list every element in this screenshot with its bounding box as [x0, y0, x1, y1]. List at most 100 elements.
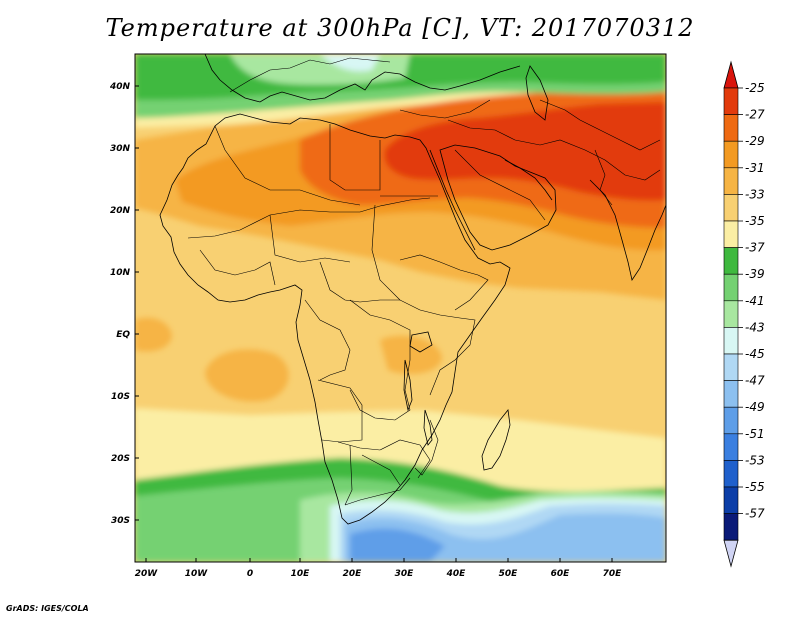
colorbar-label: -47: [745, 374, 765, 388]
lon-label: 50E: [499, 569, 519, 579]
colorbar-label: -37: [745, 241, 765, 255]
colorbar-segment: [723, 353, 739, 381]
lake-victoria: [409, 331, 433, 353]
colorbar-label: -27: [745, 108, 765, 122]
border-libya-egypt: [329, 124, 381, 191]
colorbar-segment: [723, 513, 739, 541]
colorbar-label: -31: [745, 161, 765, 175]
border-sahel: [187, 197, 431, 239]
colorbar-segment: [723, 300, 739, 328]
colorbar-bottom-arrow: [723, 539, 739, 568]
lon-label: 20W: [135, 569, 159, 579]
border-east-africa: [419, 309, 476, 396]
persian-gulf: [504, 159, 553, 201]
colorbar-segment: [723, 380, 739, 408]
colorbar-label: -57: [745, 507, 765, 521]
colorbar-segment: [723, 114, 739, 142]
red-sea: [429, 149, 476, 251]
arabia-coastline: [439, 144, 557, 251]
colorbar-segment: [723, 87, 739, 115]
border-namibia-botswana: [344, 444, 401, 506]
colorbar-label: -51: [745, 427, 765, 441]
colorbar-segment: [723, 406, 739, 435]
lon-label: 30E: [395, 569, 415, 579]
border-ethiopia: [399, 254, 489, 311]
border-drc: [349, 299, 411, 421]
colorbar: -25 -27 -29 -31 -33 -35 -37 -39 -41 -43 -45 -47 -49 -…: [723, 60, 765, 568]
lon-label: 10E: [291, 569, 311, 579]
band-31-blob-a: [205, 349, 289, 402]
border-europe: [229, 57, 391, 93]
lat-label: 30N: [110, 144, 131, 154]
lat-label: 20N: [110, 206, 131, 216]
longitude-axis: 20W 10W 0 10E 20E 30E 40E 50E 60E 70E: [135, 558, 622, 579]
country-borders: [187, 57, 661, 506]
plot-frame: [134, 53, 667, 563]
map-title: Temperature at 300hPa [C], VT: 201707031…: [105, 14, 695, 42]
colorbar-label: -45: [745, 347, 765, 361]
colorbar-label: -55: [745, 480, 765, 494]
border-maghreb: [214, 125, 361, 206]
border-iran-afghanistan: [539, 99, 661, 151]
lat-label: 10S: [111, 392, 130, 402]
colorbar-segment: [723, 194, 739, 222]
colorbar-label: -41: [745, 294, 765, 308]
border-middle-east: [447, 119, 661, 181]
band-31-blob-c: [380, 335, 442, 374]
lake-malawi: [423, 409, 433, 446]
colorbar-top-arrow: [723, 60, 739, 89]
colorbar-segment: [723, 247, 739, 275]
caspian-sea: [525, 65, 549, 121]
lon-label: 40E: [446, 569, 467, 579]
border-chad-sudan: [371, 204, 401, 301]
border-congo: [304, 299, 351, 381]
colorbar-segment: [723, 433, 739, 461]
lake-tanganyika: [403, 359, 413, 412]
border-southern-africa: [337, 439, 431, 479]
lon-label: 0: [247, 569, 253, 579]
colorbar-segment: [723, 167, 739, 195]
colorbar-label: -53: [745, 453, 765, 467]
temperature-field: [135, 54, 666, 562]
colorbar-label: -43: [745, 320, 765, 334]
colorbar-segment: [723, 273, 739, 302]
europe-coastline: [204, 54, 521, 103]
border-mozambique: [414, 419, 439, 476]
lon-label: 60E: [551, 569, 571, 579]
colorbar-segment: [723, 460, 739, 488]
colorbar-segment: [723, 140, 739, 169]
border-turkey: [399, 99, 491, 119]
colorbar-label: -35: [745, 214, 765, 228]
border-central-africa: [319, 261, 421, 311]
band-43-north: [320, 54, 380, 72]
lon-label: 70E: [603, 569, 623, 579]
lat-label: 40N: [109, 82, 131, 92]
grads-credit: GrADS: IGES/COLA: [6, 604, 89, 613]
border-niger-nigeria: [269, 214, 351, 263]
colorbar-label: -49: [745, 400, 765, 414]
colorbar-segment: [723, 486, 739, 514]
border-angola: [317, 379, 363, 443]
lon-label: 20E: [343, 569, 363, 579]
india-coastline: [589, 179, 666, 282]
colorbar-label: -25: [745, 81, 765, 95]
border-saudi: [454, 149, 546, 221]
colorbar-segment: [723, 220, 739, 248]
colorbar-label: -33: [745, 187, 765, 201]
border-south-africa: [344, 477, 411, 506]
colorbar-label: -29: [745, 134, 765, 148]
band-31-blob-b: [135, 317, 172, 352]
latitude-axis: 40N 30N 20N 10N EQ 10S 20S 30S: [109, 82, 139, 526]
lon-label: 10W: [185, 569, 209, 579]
border-pakistan-india: [594, 149, 613, 206]
colorbar-segment: [723, 327, 739, 355]
lat-label: 20S: [111, 454, 130, 464]
band-25: [384, 102, 666, 201]
lat-label: 10N: [110, 268, 131, 278]
coastlines: [159, 54, 666, 525]
africa-coastline: [159, 113, 511, 525]
lat-label: EQ: [116, 330, 130, 340]
colorbar-label: -39: [745, 267, 765, 281]
lat-label: 30S: [111, 516, 130, 526]
